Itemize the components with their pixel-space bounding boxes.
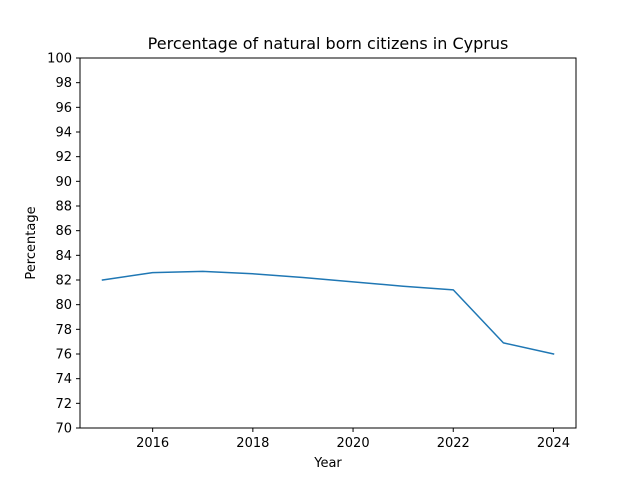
y-tick-label: 90 — [55, 175, 72, 190]
x-axis-label: Year — [313, 456, 342, 471]
y-tick-label: 88 — [55, 200, 72, 215]
y-tick-label: 82 — [55, 274, 72, 289]
y-tick-label: 100 — [47, 52, 72, 67]
y-tick-label: 86 — [55, 224, 72, 239]
x-tick-label: 2016 — [136, 436, 169, 451]
y-tick-label: 92 — [55, 150, 72, 165]
x-tick-label: 2018 — [236, 436, 269, 451]
y-tick-label: 78 — [55, 323, 72, 338]
y-tick-label: 84 — [55, 249, 72, 264]
x-tick-label: 2024 — [537, 436, 570, 451]
x-tick-label: 2020 — [337, 436, 370, 451]
y-tick-label: 76 — [55, 348, 72, 363]
y-tick-label: 70 — [55, 422, 72, 437]
y-tick-label: 72 — [55, 397, 72, 412]
y-axis: 70 72 74 76 78 80 82 84 86 88 90 92 94 96 98 100 — [47, 52, 80, 437]
x-tick-label: 2022 — [437, 436, 470, 451]
plot-area-frame — [79, 57, 577, 429]
y-tick-label: 74 — [55, 372, 72, 387]
x-axis: 2016 2018 2020 2022 2024 — [136, 428, 570, 451]
series-line — [101, 270, 555, 355]
chart-title: Percentage of natural born citizens in C… — [148, 34, 509, 53]
series-layer — [101, 270, 555, 355]
y-tick-label: 94 — [55, 126, 72, 141]
y-axis-label: Percentage — [24, 206, 39, 279]
y-tick-label: 80 — [55, 298, 72, 313]
y-tick-label: 96 — [55, 101, 72, 116]
y-tick-label: 98 — [55, 76, 72, 91]
